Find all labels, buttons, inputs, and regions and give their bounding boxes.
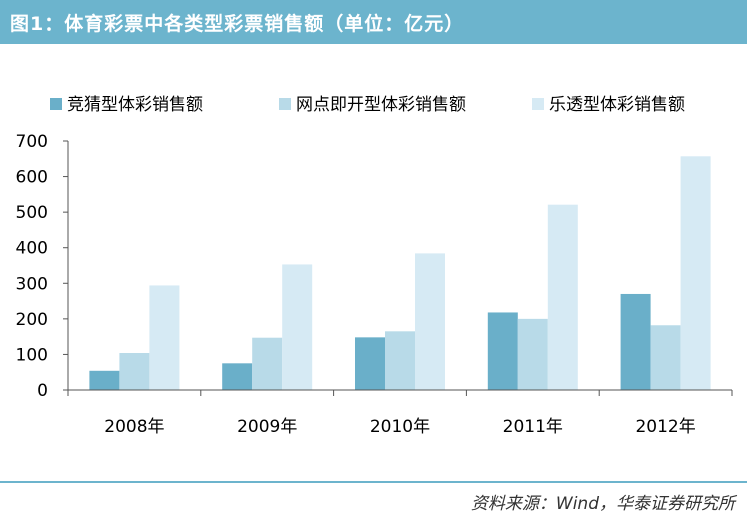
bar-0-0 [89,370,120,390]
bar-1-1 [252,337,283,390]
title-bar: 图1：体育彩票中各类型彩票销售额（单位：亿元） [0,0,747,44]
legend-swatch-0 [50,98,62,110]
y-tick-label-3: 300 [16,274,48,294]
bar-0-4 [620,293,651,390]
x-tick-label-2: 2010年 [370,417,430,437]
bar-1-4 [650,325,681,390]
bar-1-0 [119,353,150,390]
legend-swatch-1 [279,98,291,110]
y-tick-label-5: 500 [16,203,48,223]
x-tick-label-4: 2012年 [635,417,695,437]
x-tick-label-3: 2011年 [503,417,563,437]
bar-1-3 [517,318,548,390]
legend-label-1: 网点即开型体彩销售额 [296,95,466,115]
y-tick-label-4: 400 [16,239,48,259]
bar-series [89,156,711,390]
bar-0-1 [222,363,253,390]
chart-legend: 竞猜型体彩销售额 网点即开型体彩销售额 乐透型体彩销售额 [50,95,685,115]
footer-divider [0,481,747,483]
legend-label-2: 乐透型体彩销售额 [549,95,685,115]
legend-label-0: 竞猜型体彩销售额 [67,95,203,115]
y-tick-label-1: 100 [16,345,48,365]
bar-0-3 [487,312,518,390]
legend-swatch-2 [532,98,544,110]
x-tick-label-0: 2008年 [104,417,164,437]
y-axis: 0 100 200 300 400 500 600 700 [16,132,69,401]
x-tick-label-1: 2009年 [237,417,297,437]
bar-2-3 [547,204,578,390]
bar-chart: 竞猜型体彩销售额 网点即开型体彩销售额 乐透型体彩销售额 0 100 200 300 400… [16,95,733,437]
bar-2-2 [415,253,445,390]
source-note: 资料来源：Wind，华泰证券研究所 [470,494,735,514]
y-tick-label-6: 600 [16,168,48,188]
bar-0-2 [355,337,385,390]
bar-2-4 [680,156,711,390]
y-tick-label-2: 200 [16,310,48,330]
chart-title: 图1：体育彩票中各类型彩票销售额（单位：亿元） [10,13,465,35]
bar-2-1 [282,264,313,390]
bar-1-2 [385,331,415,390]
x-axis: 2008年 2009年 2010年 2011年 2012年 [67,389,733,437]
y-tick-label-7: 700 [16,132,48,152]
y-tick-label-0: 0 [37,381,48,401]
bar-2-0 [149,285,180,390]
